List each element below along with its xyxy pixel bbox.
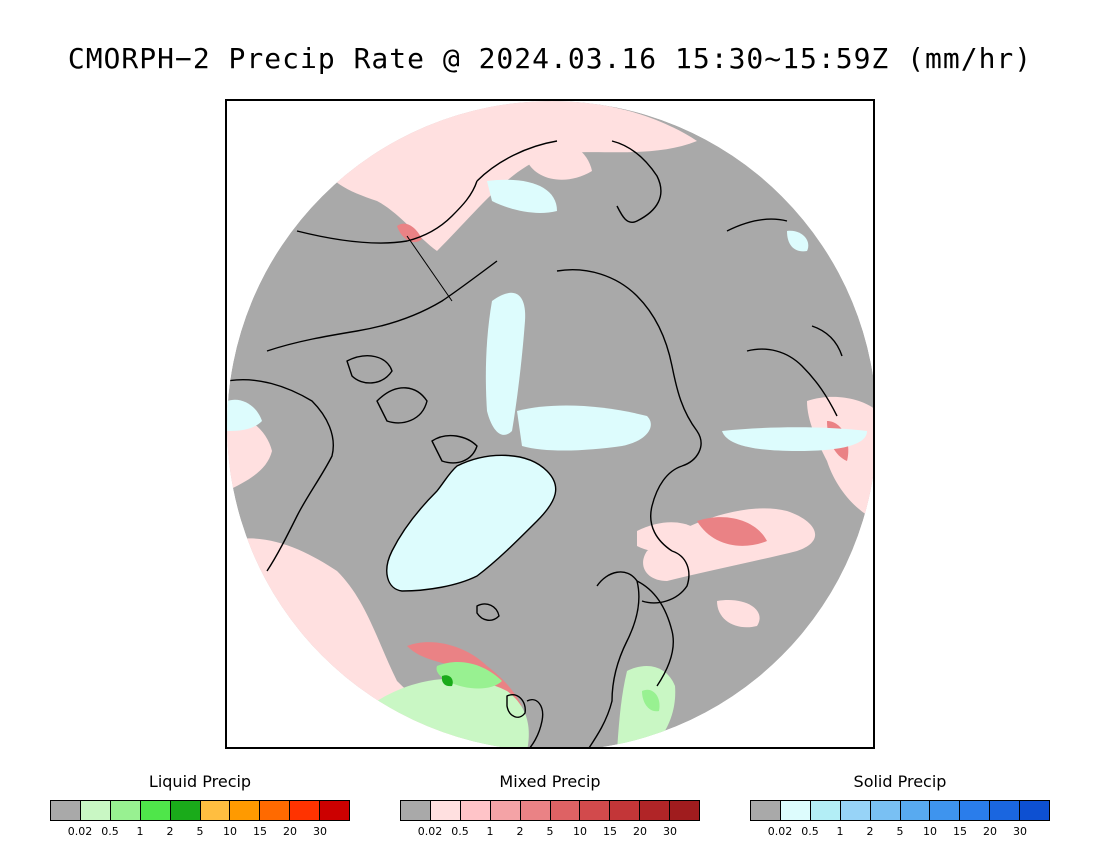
legend-tick-label: 10 <box>223 825 237 838</box>
legend-swatch <box>51 801 81 820</box>
polar-precip-map <box>225 99 875 749</box>
legend-swatch <box>870 801 901 820</box>
legend-tick-label: 5 <box>196 825 204 838</box>
legend-ticks: 0.02 0.5 1 2 5 10 15 20 30 <box>400 825 700 839</box>
legend-tick-label: 10 <box>573 825 587 838</box>
legend-tick-label: 1 <box>136 825 144 838</box>
legend-colorbar <box>400 800 700 821</box>
coastlines <box>227 140 843 747</box>
legend-solid: Solid Precip 0.02 0.5 1 2 5 10 15 20 30 <box>750 772 1050 839</box>
legend-swatch <box>110 801 141 820</box>
legend-swatch <box>900 801 931 820</box>
legend-swatch <box>960 801 991 820</box>
legend-swatch <box>550 801 581 820</box>
map-title: CMORPH−2 Precip Rate @ 2024.03.16 15:30~… <box>67 42 1033 75</box>
legend-ticks: 0.02 0.5 1 2 5 10 15 20 30 <box>750 825 1050 839</box>
legend-swatch <box>640 801 671 820</box>
legend-tick-label: 0.5 <box>801 825 819 838</box>
legend-tick-label: 20 <box>983 825 997 838</box>
legend-title: Liquid Precip <box>148 772 252 791</box>
legend-swatch <box>290 801 321 820</box>
legend-tick-label: 0.02 <box>67 825 93 838</box>
legend-swatch <box>320 801 350 820</box>
legend-colorbar <box>50 800 350 821</box>
legend-title: Solid Precip <box>853 772 947 791</box>
legend-tick-label: 30 <box>663 825 677 838</box>
mixed-precip-areas <box>227 101 873 745</box>
legend-tick-label: 0.5 <box>451 825 469 838</box>
map-canvas <box>227 101 873 747</box>
legend-swatch <box>140 801 171 820</box>
legend-swatch <box>930 801 961 820</box>
legend-tick-label: 5 <box>546 825 554 838</box>
legend-tick-label: 10 <box>923 825 937 838</box>
legend-tick-label: 1 <box>486 825 494 838</box>
legend-swatch <box>1020 801 1050 820</box>
legend-swatch <box>430 801 461 820</box>
legend-liquid: Liquid Precip 0.02 0.5 1 2 5 10 15 20 30 <box>50 772 350 839</box>
legend-tick-label: 2 <box>166 825 174 838</box>
legend-title: Mixed Precip <box>499 772 601 791</box>
legend-swatch <box>260 801 291 820</box>
legend-swatch <box>170 801 201 820</box>
legend-swatch <box>990 801 1021 820</box>
legend-swatch <box>200 801 231 820</box>
legend-tick-label: 2 <box>516 825 524 838</box>
legend-swatch <box>810 801 841 820</box>
legend-tick-label: 15 <box>953 825 967 838</box>
legend-tick-label: 2 <box>866 825 874 838</box>
legend-tick-label: 20 <box>283 825 297 838</box>
legend-ticks: 0.02 0.5 1 2 5 10 15 20 30 <box>50 825 350 839</box>
legend-swatch <box>230 801 261 820</box>
legend-tick-label: 15 <box>253 825 267 838</box>
legend-swatch <box>490 801 521 820</box>
legend-tick-label: 0.02 <box>417 825 443 838</box>
legend-tick-label: 1 <box>836 825 844 838</box>
legend-swatch <box>670 801 700 820</box>
legend-swatch <box>460 801 491 820</box>
legend-swatch <box>610 801 641 820</box>
legend-tick-label: 20 <box>633 825 647 838</box>
legend-tick-label: 30 <box>313 825 327 838</box>
legend-swatch <box>401 801 431 820</box>
legend-swatch <box>840 801 871 820</box>
solid-precip-areas <box>227 179 867 591</box>
legend-swatch <box>751 801 781 820</box>
legend-tick-label: 30 <box>1013 825 1027 838</box>
legend-swatch <box>520 801 551 820</box>
legend-swatch <box>580 801 611 820</box>
legend-colorbar <box>750 800 1050 821</box>
legend-swatch <box>80 801 111 820</box>
legend-mixed: Mixed Precip 0.02 0.5 1 2 5 10 15 20 30 <box>400 772 700 839</box>
legend-swatch <box>780 801 811 820</box>
legend-tick-label: 5 <box>896 825 904 838</box>
legend-tick-label: 0.5 <box>101 825 119 838</box>
legend-tick-label: 0.02 <box>767 825 793 838</box>
legend-tick-label: 15 <box>603 825 617 838</box>
